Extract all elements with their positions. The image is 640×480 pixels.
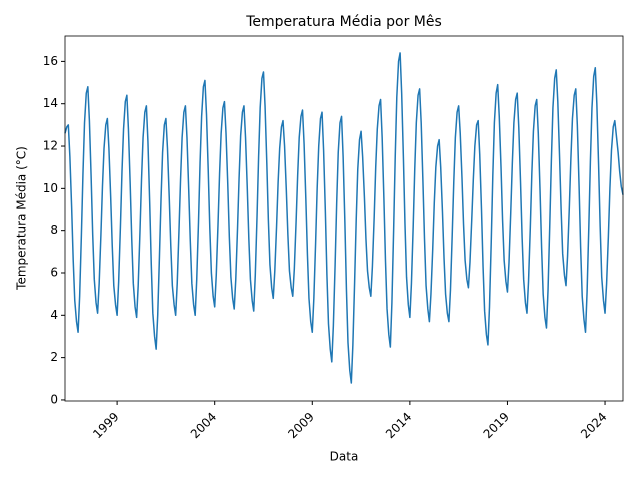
chart-title: Temperatura Média por Mês	[245, 14, 442, 30]
y-tick-label: 8	[50, 223, 58, 237]
y-tick-label: 10	[43, 181, 58, 195]
y-tick-label: 2	[50, 350, 58, 364]
x-tick-label: 2019	[481, 410, 512, 441]
y-tick-label: 0	[50, 392, 58, 406]
y-tick-label: 16	[43, 54, 58, 68]
y-tick-label: 12	[43, 139, 58, 153]
x-tick-label: 2024	[578, 410, 609, 441]
plot-frame	[64, 35, 624, 402]
y-tick-label: 6	[50, 265, 58, 279]
x-tick-label: 2014	[383, 410, 414, 441]
data-line	[64, 52, 624, 384]
y-tick-label: 14	[43, 96, 58, 110]
y-axis-label: Temperatura Média (°C)	[15, 146, 29, 291]
x-axis-label: Data	[330, 450, 359, 464]
x-tick-label: 1999	[90, 410, 121, 441]
y-tick-label: 4	[50, 308, 58, 322]
x-tick-label: 2009	[285, 410, 316, 441]
x-tick-label: 2004	[188, 410, 219, 441]
